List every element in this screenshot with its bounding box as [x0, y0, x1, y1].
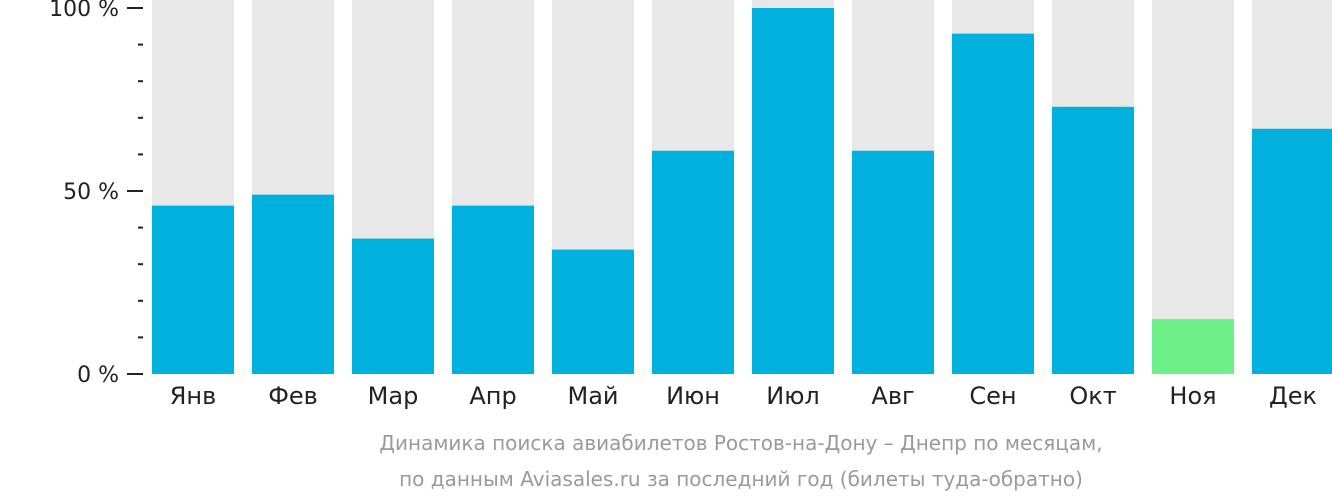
bar-1	[152, 205, 234, 374]
bar-6	[652, 150, 734, 374]
x-tick-label: Дек	[1269, 382, 1317, 410]
x-tick-label: Ноя	[1169, 382, 1216, 410]
y-tick-label: 50 %	[63, 180, 119, 205]
x-tick-label: Фев	[268, 382, 318, 410]
bar-background	[1152, 0, 1234, 374]
bar-12	[1252, 128, 1332, 374]
x-tick-label: Июл	[766, 382, 820, 410]
x-tick-label: Июн	[666, 382, 720, 410]
bar-9	[952, 33, 1034, 375]
bar-8	[852, 150, 934, 374]
y-tick-label: 100 %	[49, 0, 119, 22]
bar-11	[1152, 319, 1234, 374]
chart-caption-title: Динамика поиска авиабилетов Ростов-на-До…	[379, 431, 1103, 455]
bar-3	[352, 238, 434, 374]
x-tick-label: Апр	[469, 382, 516, 410]
bar-2	[252, 194, 334, 374]
x-tick-label: Авг	[871, 382, 914, 410]
x-tick-label: Мар	[368, 382, 419, 410]
y-tick-label: 0 %	[77, 363, 119, 388]
bar-5	[552, 249, 634, 374]
x-tick-label: Май	[567, 382, 618, 410]
x-tick-label: Окт	[1069, 382, 1116, 410]
x-tick-label: Янв	[170, 382, 217, 410]
bar-10	[1052, 106, 1134, 374]
bar-4	[452, 205, 534, 374]
chart-caption-subtitle: по данным Aviasales.ru за последний год …	[399, 467, 1083, 491]
bar-7	[752, 8, 834, 374]
x-tick-label: Сен	[969, 382, 1016, 410]
bar-chart: Янв Фев Мар Апр Май Июн Июл Авг Сен Окт Ноя Дек 100 …	[49, 0, 1332, 410]
